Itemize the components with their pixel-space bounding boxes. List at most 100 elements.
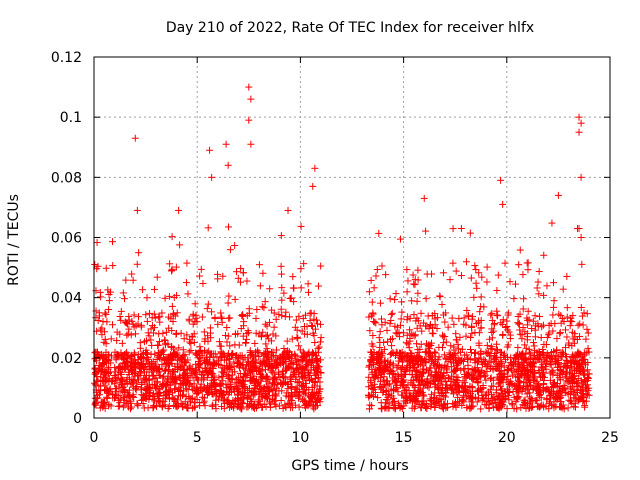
data-point: [261, 298, 269, 306]
data-point: [223, 362, 231, 370]
data-point: [278, 284, 286, 292]
data-point: [102, 264, 110, 272]
data-point: [200, 397, 208, 405]
data-point: [168, 267, 176, 275]
data-point: [303, 330, 311, 338]
data-point: [314, 320, 322, 328]
data-point: [463, 306, 471, 314]
data-point: [551, 320, 559, 328]
data-point: [293, 365, 301, 373]
data-point: [176, 241, 184, 249]
data-point: [248, 397, 256, 405]
data-point: [151, 324, 159, 332]
data-point: [369, 309, 377, 317]
data-point: [234, 379, 242, 387]
data-point: [462, 332, 470, 340]
data-point: [537, 334, 545, 342]
data-point: [258, 373, 266, 381]
data-point: [170, 375, 178, 383]
x-tick-label: 10: [291, 430, 309, 446]
data-point: [156, 318, 164, 326]
data-point: [221, 331, 229, 339]
data-point: [162, 328, 170, 336]
data-point: [204, 337, 212, 345]
data-point: [314, 374, 322, 382]
data-point: [271, 390, 279, 398]
data-point: [231, 295, 239, 303]
data-point: [226, 342, 234, 350]
data-point: [483, 367, 491, 375]
data-point: [422, 227, 430, 235]
data-point: [250, 374, 258, 382]
y-tick-label: 0.04: [51, 291, 82, 307]
data-point: [578, 260, 586, 268]
data-point: [140, 377, 148, 385]
data-point: [459, 397, 467, 405]
data-point: [289, 284, 297, 292]
data-point: [197, 386, 205, 394]
data-point: [123, 357, 131, 365]
data-point: [138, 384, 146, 392]
data-point: [563, 272, 571, 280]
data-point: [153, 385, 161, 393]
data-point: [139, 286, 147, 294]
data-point: [493, 311, 501, 319]
data-point: [257, 367, 265, 375]
data-point: [135, 249, 143, 257]
data-point: [129, 379, 137, 387]
data-point: [196, 402, 204, 410]
data-point: [173, 403, 181, 411]
data-point: [311, 339, 319, 347]
data-point: [204, 224, 212, 232]
data-point: [311, 164, 319, 172]
data-point: [104, 355, 112, 363]
data-point: [230, 387, 238, 395]
data-point: [192, 311, 200, 319]
data-point: [262, 332, 270, 340]
data-point: [196, 272, 204, 280]
data-point: [223, 324, 231, 332]
data-point: [175, 344, 183, 352]
data-point: [383, 326, 391, 334]
data-point: [529, 339, 537, 347]
data-point: [223, 338, 231, 346]
data-point: [267, 337, 275, 345]
data-point: [410, 311, 418, 319]
data-point: [149, 358, 157, 366]
data-point: [371, 318, 379, 326]
data-point: [137, 321, 145, 329]
data-point: [231, 341, 239, 349]
data-point: [255, 330, 263, 338]
data-point: [477, 293, 485, 301]
y-tick-label: 0.1: [60, 110, 82, 126]
data-point: [224, 388, 232, 396]
data-point: [143, 294, 151, 302]
data-point: [132, 330, 140, 338]
x-tick-label: 25: [601, 430, 619, 446]
data-point: [568, 318, 576, 326]
data-point: [530, 342, 538, 350]
data-point: [372, 272, 380, 280]
data-point: [91, 400, 99, 408]
data-point: [289, 273, 297, 281]
data-point: [265, 354, 273, 362]
data-point: [133, 206, 141, 214]
data-point: [245, 391, 253, 399]
data-point: [582, 335, 590, 343]
data-point: [105, 297, 113, 305]
data-point: [398, 308, 406, 316]
data-point: [127, 362, 135, 370]
data-point: [234, 330, 242, 338]
data-point: [228, 350, 236, 358]
data-point: [119, 289, 127, 297]
data-point: [376, 299, 384, 307]
data-point: [388, 309, 396, 317]
data-point: [314, 368, 322, 376]
data-point: [156, 364, 164, 372]
data-point: [494, 271, 502, 279]
data-point: [208, 402, 216, 410]
data-point: [452, 403, 460, 411]
data-point: [267, 400, 275, 408]
data-point: [376, 338, 384, 346]
data-point: [245, 309, 253, 317]
